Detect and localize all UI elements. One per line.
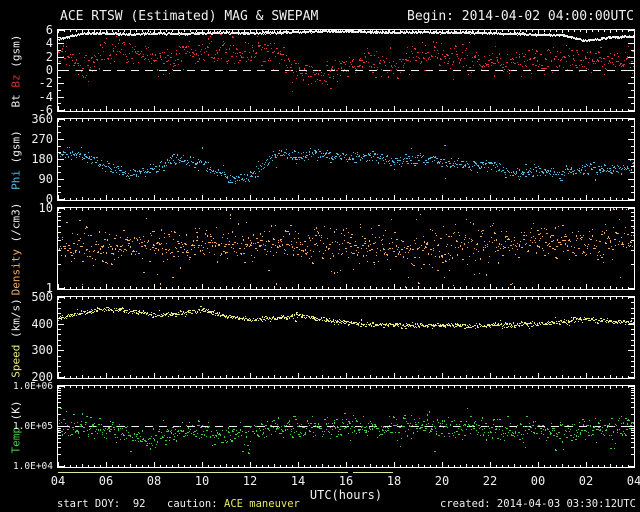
phi-ytick: 270: [31, 132, 53, 146]
begin-timestamp: Begin: 2014-04-02 04:00:00UTC: [407, 9, 634, 24]
phi-ytick: 90: [38, 172, 53, 186]
bt-bz-ytick: 0: [45, 63, 53, 77]
speed-ytick: 300: [31, 343, 53, 358]
bt-bz-ytick: -2: [38, 76, 53, 91]
x-tick-label: 08: [146, 474, 162, 488]
x-tick-label: 00: [530, 474, 546, 488]
temp-plot-canvas: [57, 385, 635, 468]
density-plot-canvas: [57, 207, 635, 290]
density-ytick: 10: [38, 201, 53, 215]
panel-phi: Phi (gsm) 360 270 180 90 0: [0, 113, 640, 206]
phi-ytick: 0: [45, 192, 53, 206]
x-axis-label: UTC(hours): [309, 488, 383, 502]
x-tick-label: 16: [338, 474, 354, 488]
phi-ytick: 360: [31, 112, 53, 126]
panel-speed: Speed (km/s) 500 400 300 200: [0, 291, 640, 384]
bt-bz-plot-canvas: [57, 29, 635, 112]
panel-density: Density (/cm3) 10 1: [0, 202, 640, 295]
bt-bz-ytick: -6: [38, 103, 53, 117]
caution-value: ACE maneuver: [224, 498, 300, 510]
speed-ytick: 500: [31, 290, 53, 304]
x-tick-label: 18: [386, 474, 402, 488]
x-tick-label: 20: [434, 474, 450, 488]
x-axis-ticks: 04 06 08 10 12 14 16 18 20 22 00 02 04: [0, 474, 640, 488]
x-tick-label: 06: [98, 474, 114, 488]
temp-ytick: 1.0E+05: [12, 421, 53, 432]
temp-ytick: 1.0E+04: [12, 461, 53, 472]
panel-temp: Temp (K) 1.0E+06 1.0E+05 1.0E+04: [0, 381, 640, 472]
page-title: ACE RTSW (Estimated) MAG & SWEPAM: [60, 9, 319, 24]
speed-ytick: 200: [31, 370, 53, 384]
bt-bz-ytick: 6: [45, 23, 53, 37]
x-tick-label: 22: [482, 474, 498, 488]
x-tick-label: 04: [626, 474, 640, 488]
start-doy-label: start DOY: 92: [57, 498, 146, 510]
x-tick-label: 10: [194, 474, 210, 488]
speed-ylabel: Speed (km/s): [2, 296, 30, 379]
speed-plot-canvas: [57, 296, 635, 379]
bt-bz-ytick: -4: [38, 89, 53, 104]
panel-bt-bz: Bt Bz (gsm) 6 4 2 0 -2 -4 -6: [0, 24, 640, 117]
caution-label: caution:: [167, 498, 218, 510]
phi-plot-canvas: [57, 118, 635, 201]
bt-bz-ytick: 2: [45, 49, 53, 64]
density-ylabel: Density (/cm3): [2, 202, 30, 295]
x-tick-label: 14: [290, 474, 306, 488]
caution-line-segment: [58, 472, 348, 473]
bt-bz-ytick: 4: [45, 36, 53, 51]
speed-ytick: 400: [31, 316, 53, 331]
temp-ytick: 1.0E+06: [12, 381, 53, 392]
x-tick-label: 12: [242, 474, 258, 488]
x-tick-label: 02: [578, 474, 594, 488]
x-tick-label: 04: [50, 474, 66, 488]
phi-ytick: 180: [31, 152, 53, 166]
created-timestamp: created: 2014-04-03 03:30:12UTC: [440, 498, 636, 510]
footer: start DOY: 92 caution: ACE maneuver crea…: [0, 498, 640, 511]
density-ytick: 1: [45, 281, 53, 295]
title-bar: ACE RTSW (Estimated) MAG & SWEPAM Begin:…: [0, 9, 640, 25]
caution-line-segment: [353, 472, 393, 473]
